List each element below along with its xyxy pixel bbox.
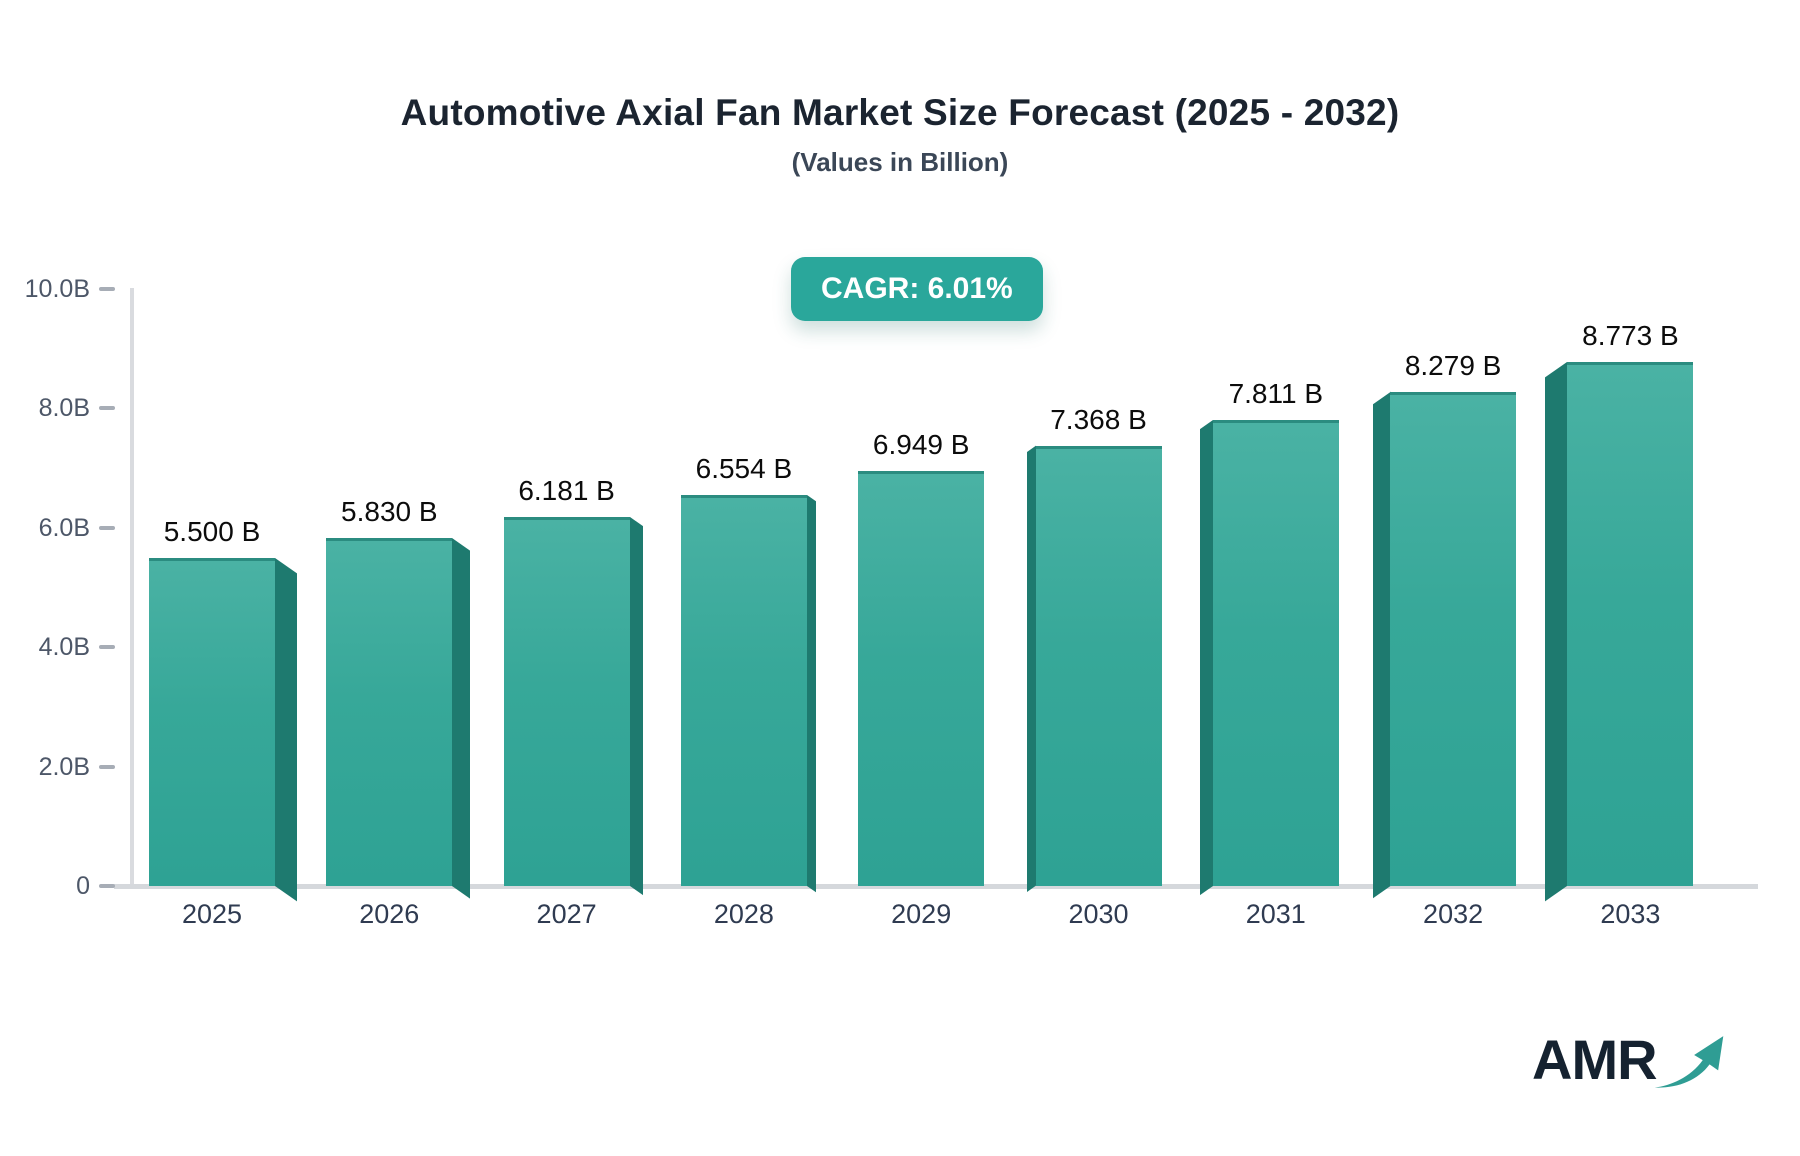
bar-side-3d [452,537,470,899]
bar-2026 [326,537,453,886]
plot-area: 5.500 B 5.830 B 6.181 B 6.554 B 6.949 B 7.368… [135,287,1755,902]
y-axis-tick-mark [99,764,115,769]
bar-side-3d [806,494,816,892]
x-axis-label: 2032 [1423,899,1484,929]
x-axis-label: 2027 [536,899,597,929]
bar-value-label: 6.181 B [518,475,615,506]
x-axis-label: 2029 [891,899,952,929]
bar-side-3d [1545,362,1568,902]
chart-subtitle: (Values in Billion) [791,147,1009,177]
bar-side-3d [1027,446,1036,892]
x-axis-label: 2025 [181,899,243,929]
y-axis-tick-mark [99,525,115,530]
y-axis-line [130,288,134,888]
bar-2027 [503,517,630,886]
y-axis-tick-mark [99,406,115,411]
x-axis-label: 2028 [713,899,774,929]
y-axis-tick-label: 2.0B [38,752,90,781]
y-axis-tick-mark [99,645,115,650]
chart-title: Automotive Axial Fan Market Size Forecas… [400,92,1400,133]
bar-side-3d [275,557,297,902]
bar-value-label: 7.811 B [1228,377,1324,409]
x-axis-label: 2026 [359,899,420,929]
bar-value-label: 7.368 B [1050,404,1147,436]
y-axis-tick-label: 10.0B [24,275,90,303]
bar-side-3d [629,517,643,896]
bar-value-label: 8.773 B [1582,320,1679,352]
bar-2032 [1390,391,1517,886]
x-axis-label: 2033 [1600,899,1661,929]
amr-logo-text: AMR [1532,1028,1658,1091]
bar-2033 [1567,362,1694,886]
bar-2025 [149,557,275,886]
y-axis-tick-label: 6.0B [38,513,90,542]
y-axis-tick-label: 8.0B [38,394,90,423]
x-axis-label: 2030 [1068,899,1129,929]
bar-2028 [680,494,807,886]
bar-side-3d [1372,391,1391,899]
growth-arrow-icon [1654,1036,1723,1088]
bar-2030 [1035,446,1162,886]
x-axis-label: 2031 [1245,899,1306,929]
bar-2031 [1212,419,1339,886]
x-axis-baseline [114,884,1758,889]
y-axis-tick-label: 4.0B [38,633,90,662]
y-axis-tick-label: 0 [76,872,90,900]
bar-value-label: 6.949 B [872,429,970,461]
cagr-badge: CAGR: 6.01% [791,257,1043,321]
y-axis-tick-mark [99,287,115,291]
bar-value-label: 6.554 B [695,452,793,484]
bar-value-label: 5.500 B [163,515,261,547]
y-axis-tick-mark [99,884,115,888]
bar-value-label: 5.830 B [341,495,438,527]
amr-logo: AMR [1532,1030,1725,1088]
bar-side-3d [1199,419,1213,896]
bar-value-label: 8.279 B [1404,349,1502,381]
bar-2029 [858,471,985,886]
